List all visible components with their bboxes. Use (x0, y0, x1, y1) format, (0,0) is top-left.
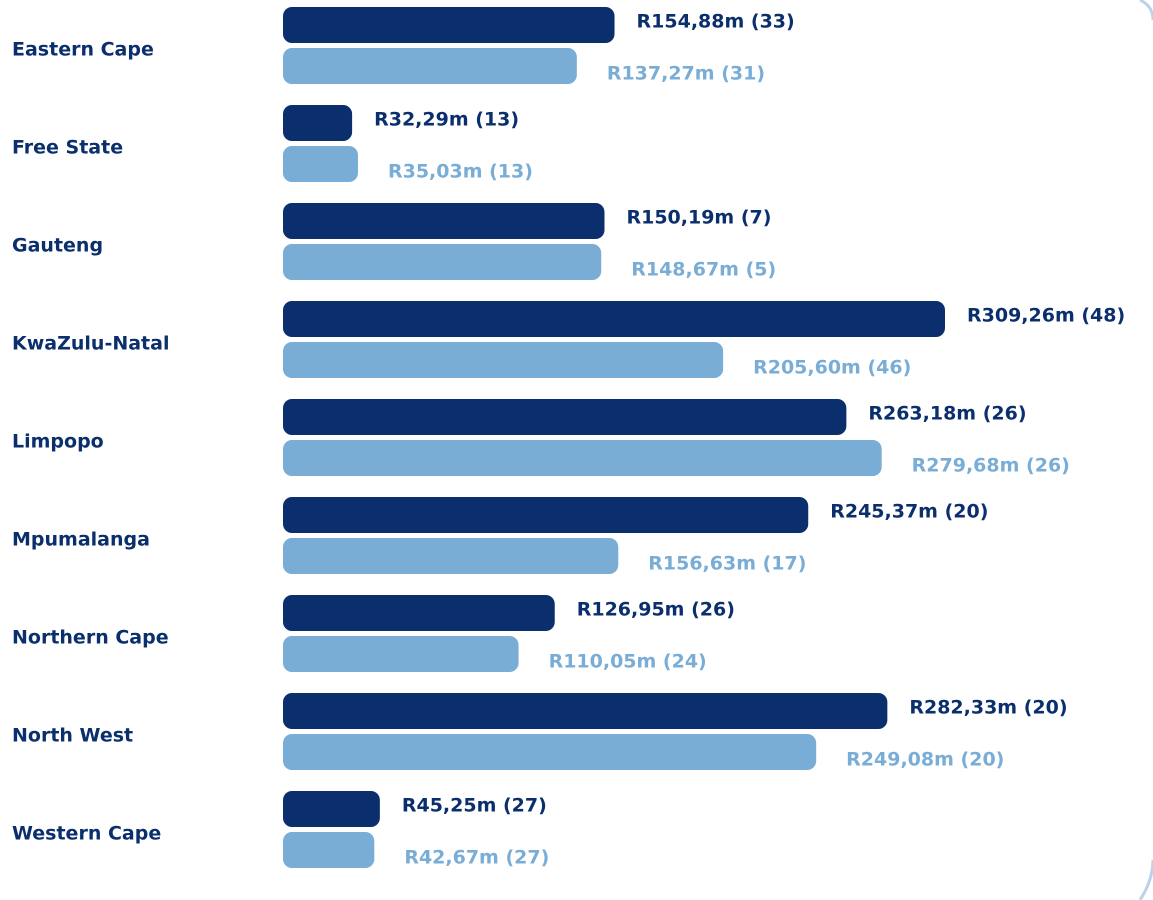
bar (283, 497, 809, 533)
category-label: North West (12, 725, 133, 747)
value-label: R245,37m (20) (830, 501, 988, 523)
bar (283, 399, 847, 435)
bar (283, 301, 945, 337)
category-label: Limpopo (12, 431, 104, 453)
value-label: R282,33m (20) (909, 697, 1067, 719)
value-label: R42,67m (27) (404, 847, 549, 869)
bar (283, 105, 353, 141)
bar (283, 244, 602, 280)
category-label: Northern Cape (12, 627, 169, 649)
bar (283, 832, 375, 868)
value-label: R279,68m (26) (912, 455, 1070, 477)
bar (283, 595, 555, 631)
value-label: R150,19m (7) (626, 207, 771, 229)
bar (283, 636, 519, 672)
category-label: Eastern Cape (12, 39, 154, 61)
corner-decoration (1139, 0, 1153, 21)
bar (283, 146, 358, 182)
value-label: R154,88m (33) (637, 11, 795, 33)
value-label: R32,29m (13) (374, 109, 519, 131)
value-label: R156,63m (17) (648, 553, 806, 575)
value-label: R309,26m (48) (967, 305, 1125, 327)
value-label: R126,95m (26) (577, 599, 735, 621)
corner-decoration (1138, 859, 1153, 900)
bar (283, 693, 888, 729)
bar (283, 48, 577, 84)
category-label: Gauteng (12, 235, 103, 257)
category-label: KwaZulu-Natal (12, 333, 169, 355)
value-label: R35,03m (13) (388, 161, 533, 183)
category-label: Free State (12, 137, 123, 159)
bar (283, 440, 882, 476)
value-label: R263,18m (26) (868, 403, 1026, 425)
category-label: Western Cape (12, 823, 161, 845)
value-label: R45,25m (27) (402, 795, 547, 817)
bar (283, 791, 380, 827)
bar (283, 734, 817, 770)
value-label: R249,08m (20) (846, 749, 1004, 771)
bar (283, 7, 615, 43)
category-label: Mpumalanga (12, 529, 150, 551)
value-label: R137,27m (31) (607, 63, 765, 85)
value-label: R205,60m (46) (753, 357, 911, 379)
bar (283, 342, 724, 378)
value-label: R148,67m (5) (631, 259, 776, 281)
value-label: R110,05m (24) (549, 651, 707, 673)
bar (283, 538, 619, 574)
bar (283, 203, 605, 239)
